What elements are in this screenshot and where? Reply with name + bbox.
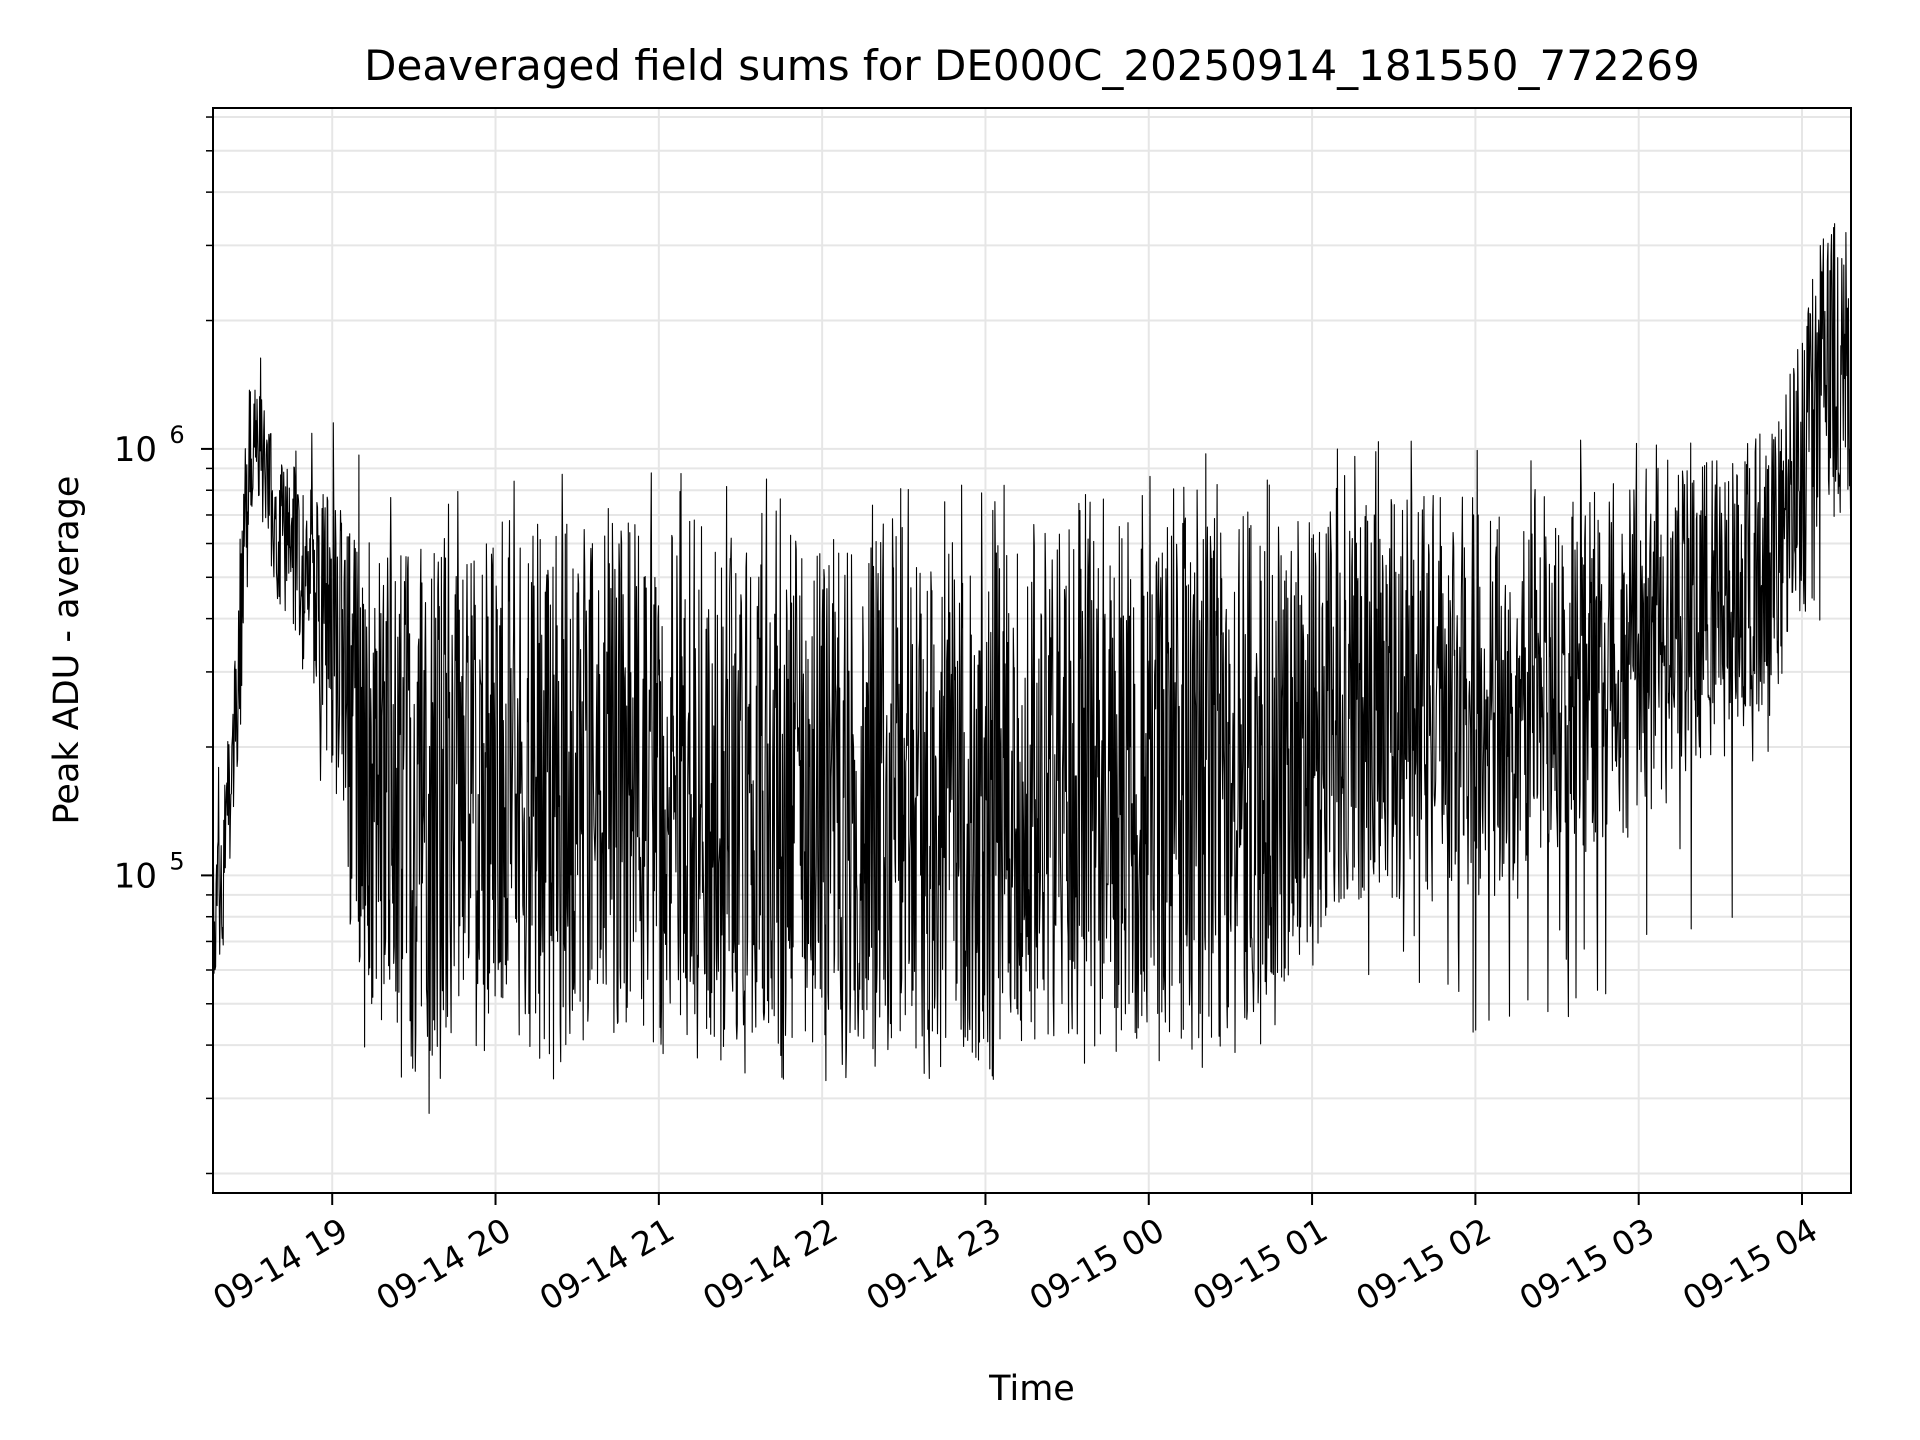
- y-axis-label: Peak ADU - average: [47, 476, 87, 825]
- y-tick-label: 10: [114, 430, 157, 470]
- y-tick-exponent: 6: [169, 421, 184, 449]
- y-tick-label: 10: [114, 856, 157, 896]
- y-tick-exponent: 5: [169, 847, 184, 875]
- x-axis-label: Time: [988, 1369, 1075, 1409]
- series-line: [212, 223, 1852, 1114]
- y-axis: 10 5 10 6: [114, 116, 213, 1175]
- plot-frame: [212, 107, 1852, 1194]
- chart-title: Deaveraged field sums for DE000C_2025091…: [364, 41, 1700, 90]
- data-series: [212, 223, 1852, 1114]
